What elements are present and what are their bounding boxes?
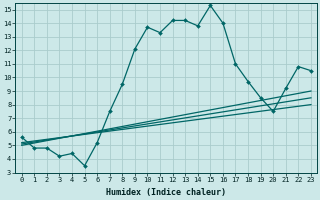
X-axis label: Humidex (Indice chaleur): Humidex (Indice chaleur) (106, 188, 226, 197)
